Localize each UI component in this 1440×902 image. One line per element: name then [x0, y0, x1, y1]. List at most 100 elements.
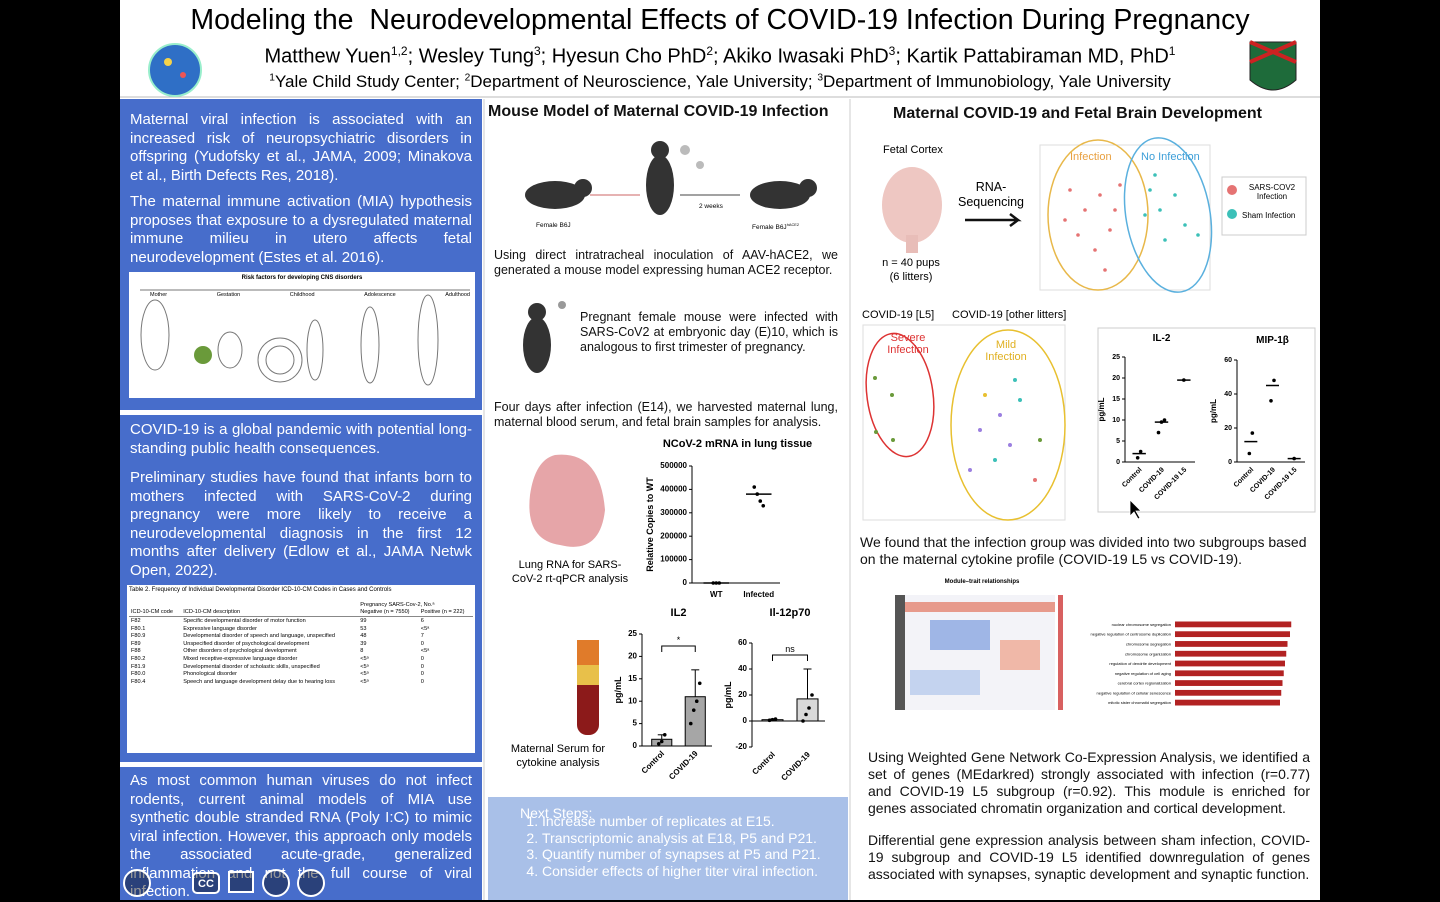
back-button[interactable] [123, 869, 151, 897]
y-axis-label: Relative Copies to WT [645, 477, 655, 572]
table-cell: <5ᵃ [360, 655, 369, 662]
paragraph: Preliminary studies have found that infa… [130, 469, 472, 579]
table-cell: F80.0 [131, 671, 146, 678]
separator: ; [540, 45, 552, 68]
table-cell: 0 [420, 663, 424, 670]
chart-title: NCoV-2 mRNA in lung tissue [663, 438, 812, 450]
y-tick-label: 10 [628, 696, 637, 705]
cc-label: CC [198, 878, 214, 890]
data-point [1272, 378, 1276, 383]
table-cell: Developmental disorder of scholastic ski… [183, 663, 320, 670]
y-tick-label: 40 [1224, 391, 1232, 398]
data-point [773, 717, 778, 721]
plot-frame [1039, 144, 1211, 291]
bar [1175, 660, 1285, 667]
caption: Lung RNA for SARS-CoV-2 rt-qPCR analysis [511, 559, 629, 585]
y-tick-label: 20 [1112, 375, 1120, 382]
significance-label: * [677, 635, 681, 645]
next-steps-list: Increase number of replicates at E15.Tra… [502, 813, 862, 879]
table-wrapper: Table 2. Frequency of Individual Develop… [129, 587, 473, 686]
y-tick-label: 25 [628, 629, 637, 638]
affil-name: Department of Neuroscience, Yale Univers… [470, 72, 808, 91]
y-tick-label: 60 [738, 638, 747, 647]
data-point [1182, 378, 1186, 382]
category-label: mitotic sister chromatid segregation [1108, 700, 1171, 705]
virus [680, 145, 690, 155]
paragraph: Using Weighted Gene Network Co-Expressio… [868, 749, 1310, 816]
table-cell: Expressive language disorder [183, 625, 257, 632]
video-button[interactable] [228, 871, 254, 893]
separator: ; [807, 72, 818, 91]
x-tick-label: Infected [743, 590, 774, 599]
next-steps-title: Next Steps: [520, 805, 593, 821]
table-row: F81.9 Developmental disorder of scholasti… [129, 663, 473, 671]
label-sup: hACE2 [786, 222, 800, 227]
author-name: Wesley Tung [418, 45, 534, 68]
table-cell: <5ᵃ [420, 625, 430, 632]
table-row: F89 Unspecified disorder of psychological… [129, 640, 473, 648]
table-cell: Developmental disorder of speech and lan… [183, 633, 335, 640]
y-tick-label: 20 [628, 652, 637, 661]
data-point [717, 581, 722, 585]
ellipse [950, 329, 1066, 521]
y-axis-label: pg/mL [1097, 397, 1106, 421]
table-cell: 39 [360, 640, 367, 647]
label-line: (6 litters) [889, 271, 933, 283]
y-tick-label: 0 [1228, 459, 1232, 466]
table-cell: 0 [420, 678, 424, 685]
ellipse [1047, 139, 1149, 291]
label: n = 40 pups (6 litters) [870, 256, 952, 284]
next-step: Consider effects of higher titer viral i… [542, 863, 862, 880]
ellipse [865, 332, 935, 458]
table-header: Positive (n = 222) [420, 609, 465, 616]
brain-image [882, 167, 942, 243]
lung-image [529, 454, 605, 547]
data-point [1250, 431, 1255, 435]
data-point [697, 681, 702, 686]
table-cell: 0 [420, 655, 424, 662]
chart-title: MIP-1β [1256, 335, 1289, 346]
table-title: Table 2. Frequency of Individual Develop… [129, 587, 392, 593]
table-cell: Other disorders of psychological develop… [183, 648, 297, 655]
forward-button[interactable] [297, 869, 325, 897]
next-step: Quantify number of synapses at P5 and P2… [542, 846, 862, 863]
data-point [1138, 449, 1143, 454]
y-tick-label: 25 [1112, 354, 1120, 361]
author-affil: 1,2 [390, 44, 408, 58]
paragraph: Maternal viral infection is associated w… [130, 111, 472, 184]
data-point [755, 492, 760, 496]
separator: ; [407, 45, 419, 68]
category-label: chromosome organization [1125, 651, 1171, 656]
y-tick-label: 0 [633, 741, 638, 750]
stage-label: Adolescence [364, 292, 396, 298]
table-cell: Specific developmental disorder of motor… [183, 617, 306, 624]
y-tick-label: 300000 [660, 508, 687, 517]
cc-button[interactable] [192, 872, 220, 894]
pca-label: No Infection [1141, 151, 1200, 163]
paragraph: We found that the infection group was di… [860, 534, 1307, 567]
table-box [127, 585, 475, 753]
figure-title: Risk factors for developing CNS disorder… [241, 275, 363, 281]
table-cell: 6 [420, 617, 424, 624]
mouse-label: Female B6J [536, 222, 571, 229]
y-tick-label: 0 [743, 716, 748, 725]
table-cell: 53 [360, 625, 367, 632]
data-point [1247, 451, 1252, 456]
y-tick-label: 200000 [660, 531, 687, 540]
table-header: ICD-10-CM code [131, 609, 173, 616]
legend-box [1221, 176, 1307, 236]
label: RNA-Sequencing [957, 180, 1025, 209]
mouse-label: 2 weeks [699, 203, 723, 210]
y-tick-label: 10 [1112, 417, 1120, 424]
more-button[interactable] [262, 869, 290, 897]
bar [1175, 689, 1282, 696]
paragraph: Four days after infection (E14), we harv… [494, 400, 838, 429]
bar [1175, 650, 1287, 657]
table-cell: Phonological disorder [183, 671, 238, 678]
y-tick-label: 500000 [660, 461, 687, 470]
data-point [1162, 418, 1167, 422]
stage-label: Gestation [216, 292, 241, 298]
category-label: chromosome segregation [1126, 642, 1171, 647]
table-cell: F82 [131, 617, 141, 624]
author-name: Akiko Iwasaki PhD [723, 45, 889, 68]
